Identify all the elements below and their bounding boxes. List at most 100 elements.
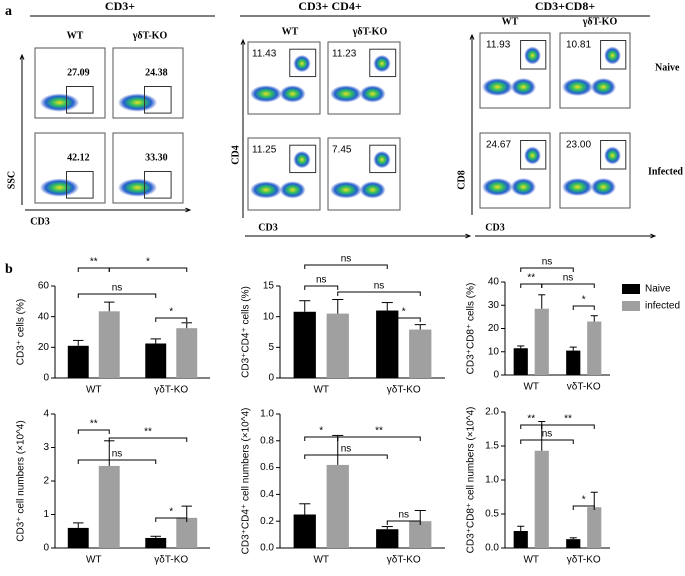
y-tick-label: 0.0 — [485, 543, 499, 554]
y-tick-label: 30 — [488, 300, 500, 311]
cell-population — [524, 146, 541, 165]
gate-percent: 11.25 — [252, 145, 277, 156]
significance-bracket — [337, 436, 421, 441]
y-axis-label: CD3⁺CD4⁺ cells (%) — [241, 286, 252, 378]
x-tick-label: γδT-KO — [567, 555, 601, 566]
gate-percent: 42.12 — [67, 152, 90, 163]
arrow-head — [650, 233, 657, 239]
x-tick-label: WT — [86, 555, 102, 566]
cell-population — [250, 85, 282, 103]
cell-population — [330, 181, 362, 199]
y-tick-label: 10 — [488, 346, 500, 357]
group-title: CD3+CD8+ — [535, 0, 596, 13]
y-tick-label: 0 — [43, 373, 49, 384]
column-label: γδT-KO — [582, 16, 618, 27]
y-tick-label: 5 — [268, 342, 274, 353]
cell-population — [359, 181, 386, 199]
y-tick-label: 40 — [38, 311, 50, 322]
significance-bracket — [386, 317, 421, 322]
significance-label: ** — [375, 426, 383, 437]
bar — [376, 529, 399, 548]
arrow-head — [469, 33, 475, 40]
gate-percent: 27.09 — [67, 67, 90, 78]
cell-population — [590, 78, 617, 96]
gate — [600, 40, 627, 70]
y-tick-label: 0 — [493, 370, 499, 381]
bar — [513, 531, 528, 548]
gate-percent: 11.43 — [252, 49, 277, 60]
x-tick-label: WT — [523, 555, 539, 566]
y-tick-label: 20 — [488, 323, 500, 334]
y-axis-label: CD4 — [230, 145, 241, 164]
bar — [326, 464, 349, 548]
cell-population — [524, 46, 541, 65]
gate — [289, 144, 317, 174]
cell-population — [562, 78, 593, 96]
x-tick-label: vδT-KO — [567, 382, 601, 393]
gate-percent: 33.30 — [145, 152, 168, 163]
y-tick-label: 0.0 — [260, 543, 274, 554]
flow-plot — [479, 32, 551, 109]
y-tick-label: 2 — [43, 476, 49, 487]
significance-label: ns — [542, 257, 553, 268]
y-tick-label: 4 — [43, 409, 49, 420]
x-tick-label: γδT-KO — [387, 555, 421, 566]
bar — [67, 345, 89, 378]
legend-swatch — [622, 301, 640, 311]
flow-plot — [479, 132, 551, 209]
significance-bracket — [520, 424, 543, 429]
bar — [145, 343, 167, 378]
x-axis-label: CD3 — [258, 222, 277, 233]
gate-percent: 7.45 — [332, 145, 352, 156]
column-label: WT — [67, 30, 84, 41]
cell-population — [279, 181, 306, 199]
cell-population — [482, 78, 513, 96]
y-tick-label: 0.6 — [260, 462, 274, 473]
y-axis-label: CD8 — [456, 170, 467, 189]
column-label: WT — [282, 26, 299, 37]
significance-bracket — [520, 283, 543, 288]
significance-label: ** — [527, 273, 535, 284]
significance-label: ns — [563, 273, 574, 284]
cell-population — [279, 85, 306, 103]
x-axis-label: CD3 — [30, 216, 49, 227]
y-axis-label: CD3⁺CD8⁺ cells (%) — [466, 283, 477, 375]
column-label: γδT-KO — [352, 26, 388, 37]
cell-population — [510, 78, 536, 96]
significance-bracket — [155, 317, 188, 322]
significance-bracket — [155, 517, 188, 522]
significance-label: ns — [316, 275, 327, 286]
cell-population — [117, 178, 158, 197]
gate — [369, 48, 397, 78]
legend-swatch — [622, 284, 640, 294]
bar — [587, 507, 602, 548]
y-tick-label: 10 — [263, 311, 275, 322]
arrow-head — [465, 233, 472, 239]
cell-population — [510, 178, 536, 196]
x-tick-label: γδT-KO — [387, 385, 421, 396]
significance-label: ** — [144, 427, 152, 438]
flow-plot — [247, 137, 321, 211]
bar — [98, 311, 120, 378]
y-axis-label: CD3⁺CD8⁺ cell numbers (×10^4) — [466, 407, 477, 554]
y-axis-label: CD3⁺CD4⁺ cell numbers (×10^4) — [241, 408, 252, 555]
significance-label: ns — [374, 281, 385, 292]
gate — [520, 40, 547, 70]
panel-label: a — [5, 4, 12, 19]
cell-population — [117, 93, 158, 112]
significance-label: ** — [90, 257, 98, 268]
panel-label: b — [5, 262, 13, 277]
gate-percent: 24.67 — [486, 140, 511, 151]
x-tick-label: WT — [313, 385, 329, 396]
y-tick-label: 3 — [43, 442, 49, 453]
significance-bracket — [572, 305, 595, 310]
y-tick-label: 2.0 — [485, 407, 499, 418]
bar — [587, 321, 602, 375]
cell-population — [373, 150, 391, 169]
significance-bracket — [304, 454, 388, 459]
significance-label: ** — [90, 419, 98, 430]
significance-label: ns — [341, 444, 352, 455]
y-tick-label: 1.0 — [485, 475, 499, 486]
bar — [176, 328, 198, 378]
